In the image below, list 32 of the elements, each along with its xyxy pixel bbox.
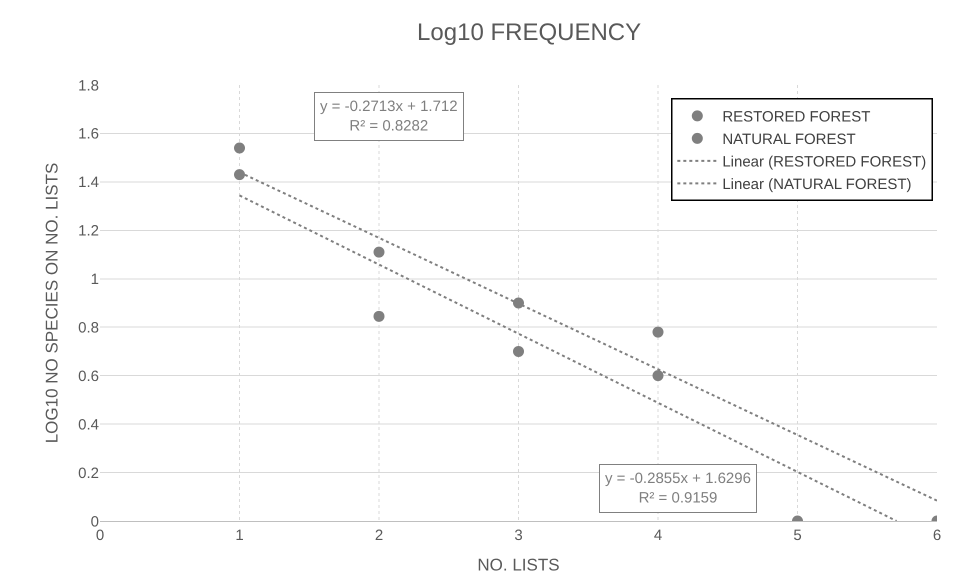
y-tick-label: 0.2 [78, 464, 99, 482]
point [374, 246, 384, 258]
point [234, 169, 245, 180]
x-axis-title: NO. LISTS [477, 555, 560, 574]
y-tick-label: 0.4 [78, 416, 99, 434]
annotation: y = -0.2713x + 1.712 R² = 0.8282 [320, 98, 458, 134]
legend-label: Linear (NATURAL FOREST) [722, 176, 912, 194]
y-tick-label: 1.4 [78, 174, 99, 192]
x-tick-label: 4 [654, 527, 662, 544]
y-tick-label: 0.8 [78, 319, 99, 336]
y-tick-label: 0 [90, 513, 99, 530]
x-tick-label: 5 [793, 527, 802, 544]
point [234, 142, 245, 154]
y-tick-label: 0.6 [78, 368, 99, 385]
legend-label: RESTORED FOREST [722, 108, 870, 126]
y-axis-title: LOG10 NO SPECIES ON NO. LISTS [42, 162, 62, 444]
x-tick-label: 6 [932, 527, 942, 544]
point [513, 346, 524, 357]
x-tick-label: 1 [235, 527, 244, 544]
point [374, 310, 384, 322]
annotation: y = -0.2855x + 1.6296 R² = 0.9159 [605, 470, 751, 506]
y-tick-label: 1.6 [78, 126, 99, 143]
y-tick-label: 1.2 [78, 222, 99, 240]
y-tick-label: 1 [90, 271, 99, 288]
x-tick-label: 3 [514, 527, 523, 544]
x-tick-label: 2 [374, 527, 384, 544]
point [652, 370, 664, 382]
legend-label: NATURAL FOREST [722, 131, 856, 148]
point [652, 326, 664, 338]
legend-label: Linear (RESTORED FOREST) [722, 154, 926, 171]
y-tick-label: 1.8 [78, 77, 99, 94]
chart-title: Log10 FREQUENCY [417, 19, 642, 46]
